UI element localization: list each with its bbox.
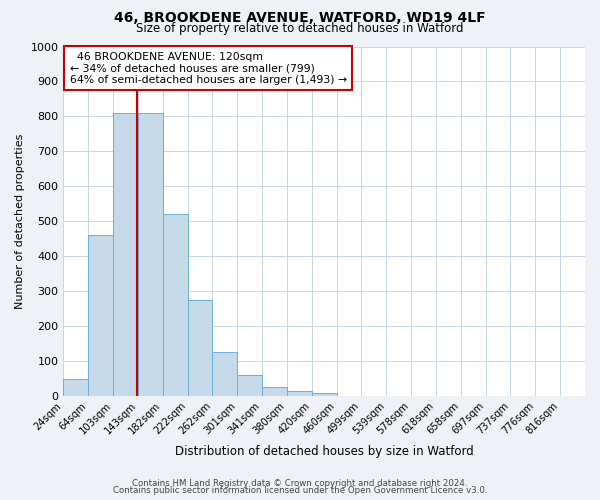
- Bar: [88, 235, 113, 396]
- Bar: [138, 113, 163, 396]
- Bar: [262, 387, 287, 396]
- X-axis label: Distribution of detached houses by size in Watford: Distribution of detached houses by size …: [175, 444, 473, 458]
- Text: Contains HM Land Registry data © Crown copyright and database right 2024.: Contains HM Land Registry data © Crown c…: [132, 478, 468, 488]
- Bar: [113, 113, 138, 396]
- Text: 46 BROOKDENE AVENUE: 120sqm
← 34% of detached houses are smaller (799)
64% of se: 46 BROOKDENE AVENUE: 120sqm ← 34% of det…: [70, 52, 347, 85]
- Bar: [237, 376, 262, 396]
- Text: 46, BROOKDENE AVENUE, WATFORD, WD19 4LF: 46, BROOKDENE AVENUE, WATFORD, WD19 4LF: [114, 11, 486, 25]
- Bar: [287, 392, 312, 396]
- Bar: [212, 352, 237, 396]
- Text: Size of property relative to detached houses in Watford: Size of property relative to detached ho…: [136, 22, 464, 35]
- Y-axis label: Number of detached properties: Number of detached properties: [15, 134, 25, 309]
- Bar: [163, 214, 188, 396]
- Bar: [188, 300, 212, 396]
- Bar: [312, 393, 337, 396]
- Text: Contains public sector information licensed under the Open Government Licence v3: Contains public sector information licen…: [113, 486, 487, 495]
- Bar: [64, 380, 88, 396]
